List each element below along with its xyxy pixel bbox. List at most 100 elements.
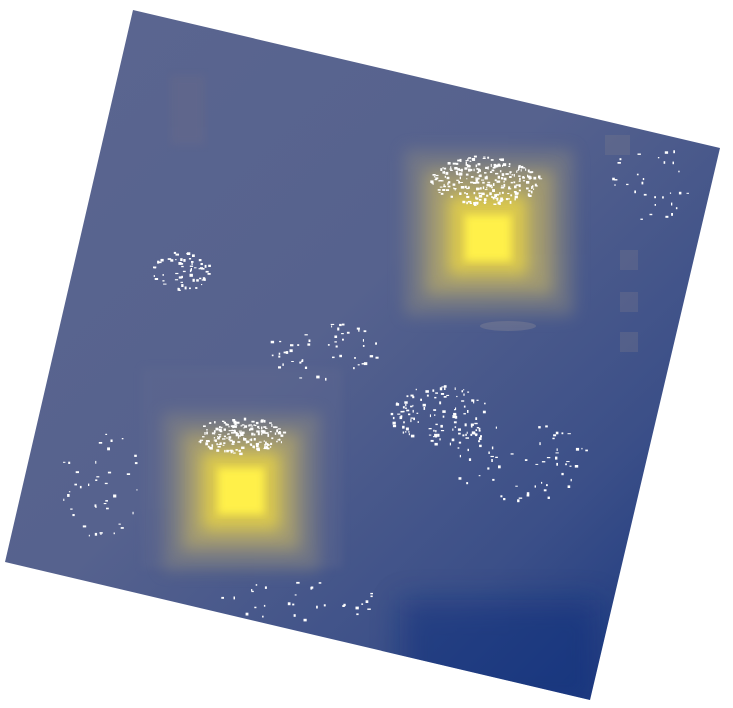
faint-shape	[620, 332, 638, 352]
speckle	[220, 426, 223, 429]
speckle	[121, 438, 124, 440]
speckle	[207, 273, 211, 275]
speckle	[257, 432, 260, 436]
speckle	[476, 178, 479, 181]
speckle	[497, 175, 500, 179]
speckle	[514, 198, 516, 201]
speckle	[180, 281, 183, 283]
speckle	[469, 168, 473, 172]
speckle	[478, 475, 481, 477]
speckle	[470, 176, 474, 178]
speckle	[233, 452, 236, 454]
speckle	[462, 200, 466, 204]
speckle	[198, 268, 202, 270]
speckle	[417, 421, 419, 423]
speckle	[476, 202, 479, 205]
speckle	[230, 425, 234, 428]
speckle	[74, 483, 77, 486]
speckle	[483, 202, 487, 204]
speckle	[479, 198, 482, 201]
speckle	[555, 431, 559, 435]
speckle	[291, 361, 294, 362]
speckle	[465, 173, 469, 176]
speckle	[189, 273, 193, 277]
speckle	[518, 175, 521, 177]
speckle	[204, 432, 206, 435]
speckle	[529, 171, 534, 173]
speckle	[533, 176, 537, 180]
speckle	[442, 410, 446, 413]
speckle	[520, 169, 522, 172]
speckle	[375, 356, 379, 359]
speckle	[254, 424, 257, 427]
speckle	[406, 409, 410, 412]
speckle	[553, 434, 557, 437]
speckle	[266, 444, 270, 446]
speckle	[223, 421, 226, 424]
speckle	[206, 429, 208, 431]
speckle	[162, 280, 165, 282]
speckle	[446, 394, 450, 396]
speckle	[487, 467, 490, 470]
speckle	[483, 156, 486, 158]
speckle	[466, 195, 470, 199]
speckle	[201, 268, 205, 270]
speckle	[209, 446, 211, 450]
speckle	[526, 187, 529, 190]
speckle	[486, 187, 488, 189]
speckle	[206, 431, 208, 435]
speckle	[442, 171, 446, 174]
speckle	[678, 191, 682, 195]
speckle	[614, 184, 616, 186]
speckle	[241, 431, 245, 434]
speckle	[475, 197, 479, 200]
speckle	[282, 363, 284, 366]
speckle	[484, 402, 486, 405]
speckle	[454, 426, 457, 428]
speckle	[678, 170, 680, 173]
speckle	[231, 443, 235, 445]
speckle	[228, 436, 232, 439]
speckle	[511, 174, 514, 176]
speckle	[68, 461, 71, 464]
speckle	[510, 453, 514, 455]
speckle	[481, 192, 485, 195]
speckle	[428, 428, 432, 430]
speckle	[448, 181, 451, 184]
speckle	[413, 417, 415, 421]
speckle	[358, 329, 360, 332]
speckle	[256, 447, 260, 451]
speckle	[457, 428, 461, 431]
speckle	[251, 432, 254, 436]
speckle	[517, 169, 519, 171]
speckle	[473, 399, 475, 402]
speckle	[570, 478, 572, 482]
speckle	[520, 165, 524, 169]
speckle	[243, 438, 247, 441]
speckle	[467, 448, 469, 452]
speckle	[251, 589, 253, 591]
speckle	[433, 176, 436, 178]
speckle	[296, 581, 300, 584]
speckle	[497, 201, 501, 205]
speckle	[467, 391, 470, 393]
speckle	[507, 193, 510, 195]
speckle	[435, 430, 437, 433]
speckle	[457, 159, 460, 162]
speckle	[362, 345, 365, 347]
speckle	[234, 422, 237, 426]
speckle	[438, 191, 441, 193]
speckle	[454, 188, 456, 191]
speckle	[475, 196, 477, 200]
speckle	[132, 511, 134, 515]
speckle	[217, 436, 220, 440]
speckle	[201, 284, 203, 286]
speckle	[527, 175, 531, 178]
speckle	[405, 407, 407, 409]
speckle	[467, 186, 470, 189]
speckle	[233, 430, 236, 434]
speckle	[238, 449, 241, 452]
speckle	[466, 188, 469, 190]
speckle	[367, 608, 371, 610]
speckle	[432, 389, 435, 392]
